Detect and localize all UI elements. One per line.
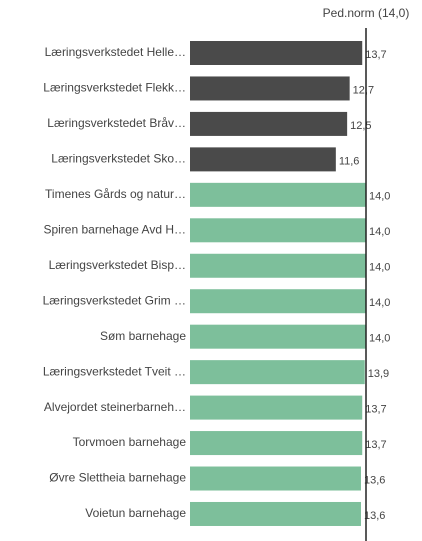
category-label: Læringsverkstedet Bråv… — [47, 116, 186, 130]
value-label: 13,7 — [365, 439, 386, 451]
value-label: 13,7 — [365, 49, 386, 61]
reference-label: Ped.norm (14,0) — [323, 6, 410, 20]
bar — [190, 501, 361, 526]
category-label: Øvre Slettheia barnehage — [49, 471, 186, 485]
value-label: 13,6 — [364, 474, 385, 486]
value-label: 11,6 — [339, 155, 360, 167]
category-label: Læringsverkstedet Sko… — [51, 152, 186, 166]
value-label: 13,7 — [365, 404, 386, 416]
value-label: 12,5 — [350, 120, 371, 132]
bar — [190, 111, 348, 136]
bar — [190, 218, 366, 243]
bar — [190, 395, 363, 420]
bar — [190, 76, 350, 101]
value-label: 13,9 — [368, 368, 389, 380]
value-label: 14,0 — [369, 191, 390, 203]
category-label: Læringsverkstedet Flekk… — [43, 81, 186, 95]
category-label: Timenes Gårds og natur… — [45, 187, 186, 201]
category-label: Læringsverkstedet Tveit … — [43, 364, 186, 378]
bar — [190, 431, 363, 456]
bar — [190, 147, 336, 172]
category-label: Voietun barnehage — [85, 506, 186, 520]
bar — [190, 253, 366, 278]
category-label: Torvmoen barnehage — [73, 435, 187, 449]
category-label: Læringsverkstedet Bisp… — [49, 258, 186, 272]
bar — [190, 466, 361, 491]
value-label: 14,0 — [369, 333, 390, 345]
bar — [190, 41, 363, 65]
value-label: 14,0 — [369, 262, 390, 274]
bar — [190, 360, 365, 385]
value-label: 14,0 — [369, 297, 390, 309]
bar — [190, 289, 366, 314]
category-label: Søm barnehage — [100, 329, 186, 343]
bar — [190, 324, 366, 349]
category-label: Spiren barnehage Avd H… — [43, 222, 186, 236]
bar — [190, 182, 366, 207]
category-label: Læringsverkstedet Helle… — [45, 45, 186, 59]
value-label: 14,0 — [369, 226, 390, 238]
category-label: Læringsverkstedet Grim … — [43, 293, 186, 307]
category-label: Alvejordet steinerbarneh… — [44, 400, 186, 414]
value-label: 13,6 — [364, 510, 385, 522]
value-label: 12,7 — [353, 84, 374, 96]
